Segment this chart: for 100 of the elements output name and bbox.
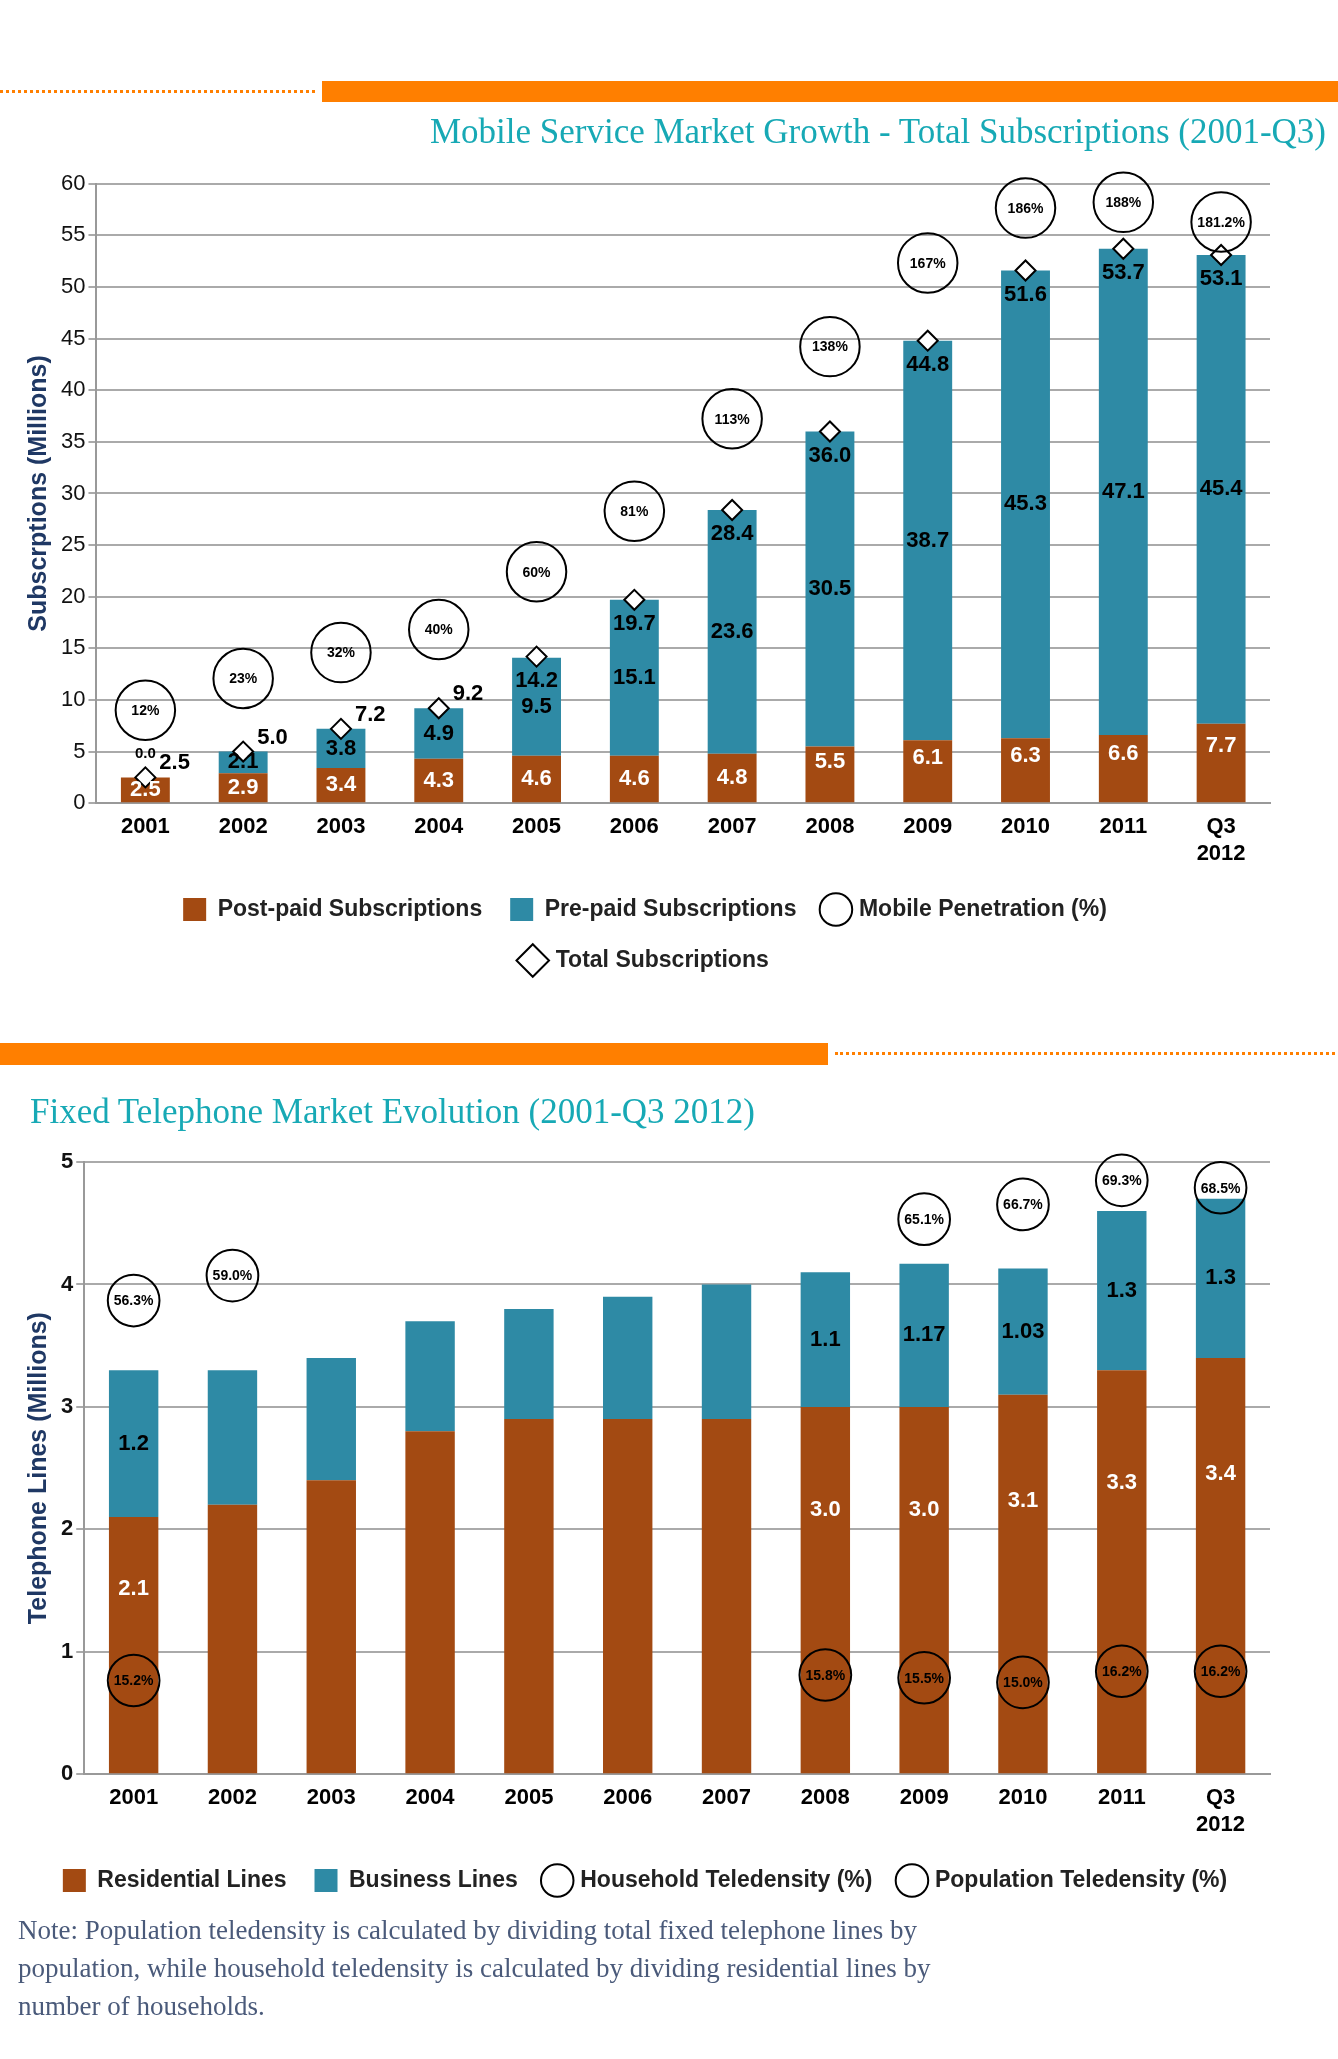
bar [1097, 1370, 1147, 1774]
legend-label: Post-paid Subscriptions [217, 894, 483, 921]
y-tick-label: 5 [60, 1148, 74, 1174]
x-tick-label: 2002 [207, 1784, 257, 1810]
data-label: 44.8 [906, 350, 950, 376]
bar [998, 1268, 1048, 1395]
data-label: 15.2% [113, 1672, 155, 1689]
data-label: 38.7 [906, 526, 950, 552]
y-tick-label: 30 [60, 479, 86, 505]
y-tick-label: 4 [60, 1270, 74, 1296]
data-label: 138% [812, 338, 849, 355]
data-label: 3.3 [1106, 1469, 1138, 1495]
data-label: 1.03 [1001, 1317, 1045, 1343]
data-label: 69.3% [1101, 1172, 1143, 1189]
bar [108, 1370, 159, 1518]
data-label: 51.6 [1004, 280, 1047, 306]
bar [1097, 1210, 1147, 1371]
point [916, 329, 939, 352]
bar [800, 1406, 851, 1774]
data-label: 5.5 [814, 748, 846, 774]
data-label: 1.2 [118, 1429, 149, 1455]
data-label: 12% [131, 702, 160, 719]
data-label: 16.2% [1101, 1663, 1143, 1680]
y-axis-title: Telephone Lines (Millions) [22, 1312, 51, 1625]
point [329, 717, 352, 740]
data-label: 1.3 [1205, 1264, 1236, 1290]
data-label: 181.2% [1197, 213, 1246, 230]
data-label: 2.5 [130, 775, 161, 801]
point [1112, 237, 1135, 260]
bar [701, 1284, 752, 1420]
data-label: 23% [229, 670, 258, 687]
legend-label: Household Teledensity (%) [580, 1865, 873, 1892]
bar [108, 1517, 159, 1774]
point [721, 498, 744, 521]
data-label: 3.0 [810, 1495, 841, 1521]
y-tick-label: 40 [60, 376, 86, 402]
point [799, 315, 861, 378]
data-label: 65.1% [904, 1211, 945, 1228]
data-label: 66.7% [1003, 1196, 1044, 1213]
bar [609, 599, 659, 756]
data-label: 1.17 [902, 1321, 946, 1347]
data-label: 188% [1105, 194, 1142, 211]
y-tick-label: 0 [60, 1760, 74, 1786]
data-label: 60% [522, 563, 552, 580]
data-label: 167% [909, 254, 947, 271]
y-tick-label: 55 [60, 221, 86, 247]
y-tick-label: 2 [60, 1515, 74, 1541]
legend-label: Residential Lines [97, 1865, 287, 1892]
data-label: 15.0% [1003, 1674, 1044, 1691]
x-tick-label: Q3 2012 [1196, 813, 1246, 865]
data-label: 59.0% [212, 1267, 253, 1284]
chart-title: Fixed Telephone Market Evolution (2001-Q3 2012) [29, 1092, 756, 1132]
data-label: 16.2% [1200, 1663, 1241, 1680]
bar [504, 1419, 554, 1774]
y-tick-label: 20 [60, 582, 86, 608]
bar [306, 1357, 356, 1481]
x-tick-label: 2011 [1097, 1784, 1146, 1810]
data-label: 6.6 [1108, 739, 1139, 765]
data-label: 53.1 [1199, 265, 1243, 291]
legend-label: Population Teledensity (%) [934, 1865, 1228, 1892]
y-tick-label: 35 [60, 427, 86, 453]
data-label: 4.9 [423, 719, 455, 745]
bar [1196, 254, 1246, 724]
point [427, 697, 450, 720]
data-label: 32% [326, 644, 356, 661]
y-tick-label: 25 [60, 531, 86, 557]
legend-label: Mobile Penetration (%) [858, 894, 1107, 921]
data-label: 1.3 [1106, 1276, 1138, 1302]
bar [998, 1394, 1048, 1774]
bar [207, 1370, 258, 1505]
x-tick-label: 2007 [707, 813, 757, 839]
data-label: 7.7 [1205, 731, 1237, 757]
point [505, 541, 568, 603]
data-label: 3.4 [325, 771, 358, 797]
data-label: 6.3 [1010, 742, 1041, 768]
point [310, 621, 372, 684]
text: Note: Population teledensity is calculated by dividing total fixed telephone lines by population, while household teledensity is calculated by dividing residential lines by number of households. [17, 1914, 932, 2023]
bar [405, 1321, 455, 1432]
point [525, 645, 548, 668]
bar [306, 1480, 356, 1774]
data-label: 45.3 [1004, 490, 1047, 516]
bar [1001, 270, 1050, 739]
point [603, 480, 666, 542]
point [1014, 259, 1037, 282]
data-label: 15.5% [904, 1669, 945, 1686]
y-tick-label: 45 [60, 324, 86, 350]
y-tick-label: 60 [60, 169, 86, 195]
x-tick-label: Q3 2012 [1196, 1784, 1246, 1836]
data-label: 4.3 [423, 766, 455, 792]
data-label: 14.2 [515, 666, 558, 692]
data-label: 30.5 [808, 575, 852, 601]
data-label: 28.4 [710, 520, 755, 546]
data-label: 4.6 [619, 765, 650, 791]
legend-label: Total Subscriptions [555, 945, 769, 972]
bar [805, 746, 855, 803]
x-tick-label: 2005 [512, 813, 562, 839]
data-label: 45.4 [1199, 475, 1244, 501]
bar [603, 1296, 653, 1420]
x-tick-label: 2004 [414, 813, 464, 839]
x-tick-label: 2010 [1001, 813, 1050, 839]
